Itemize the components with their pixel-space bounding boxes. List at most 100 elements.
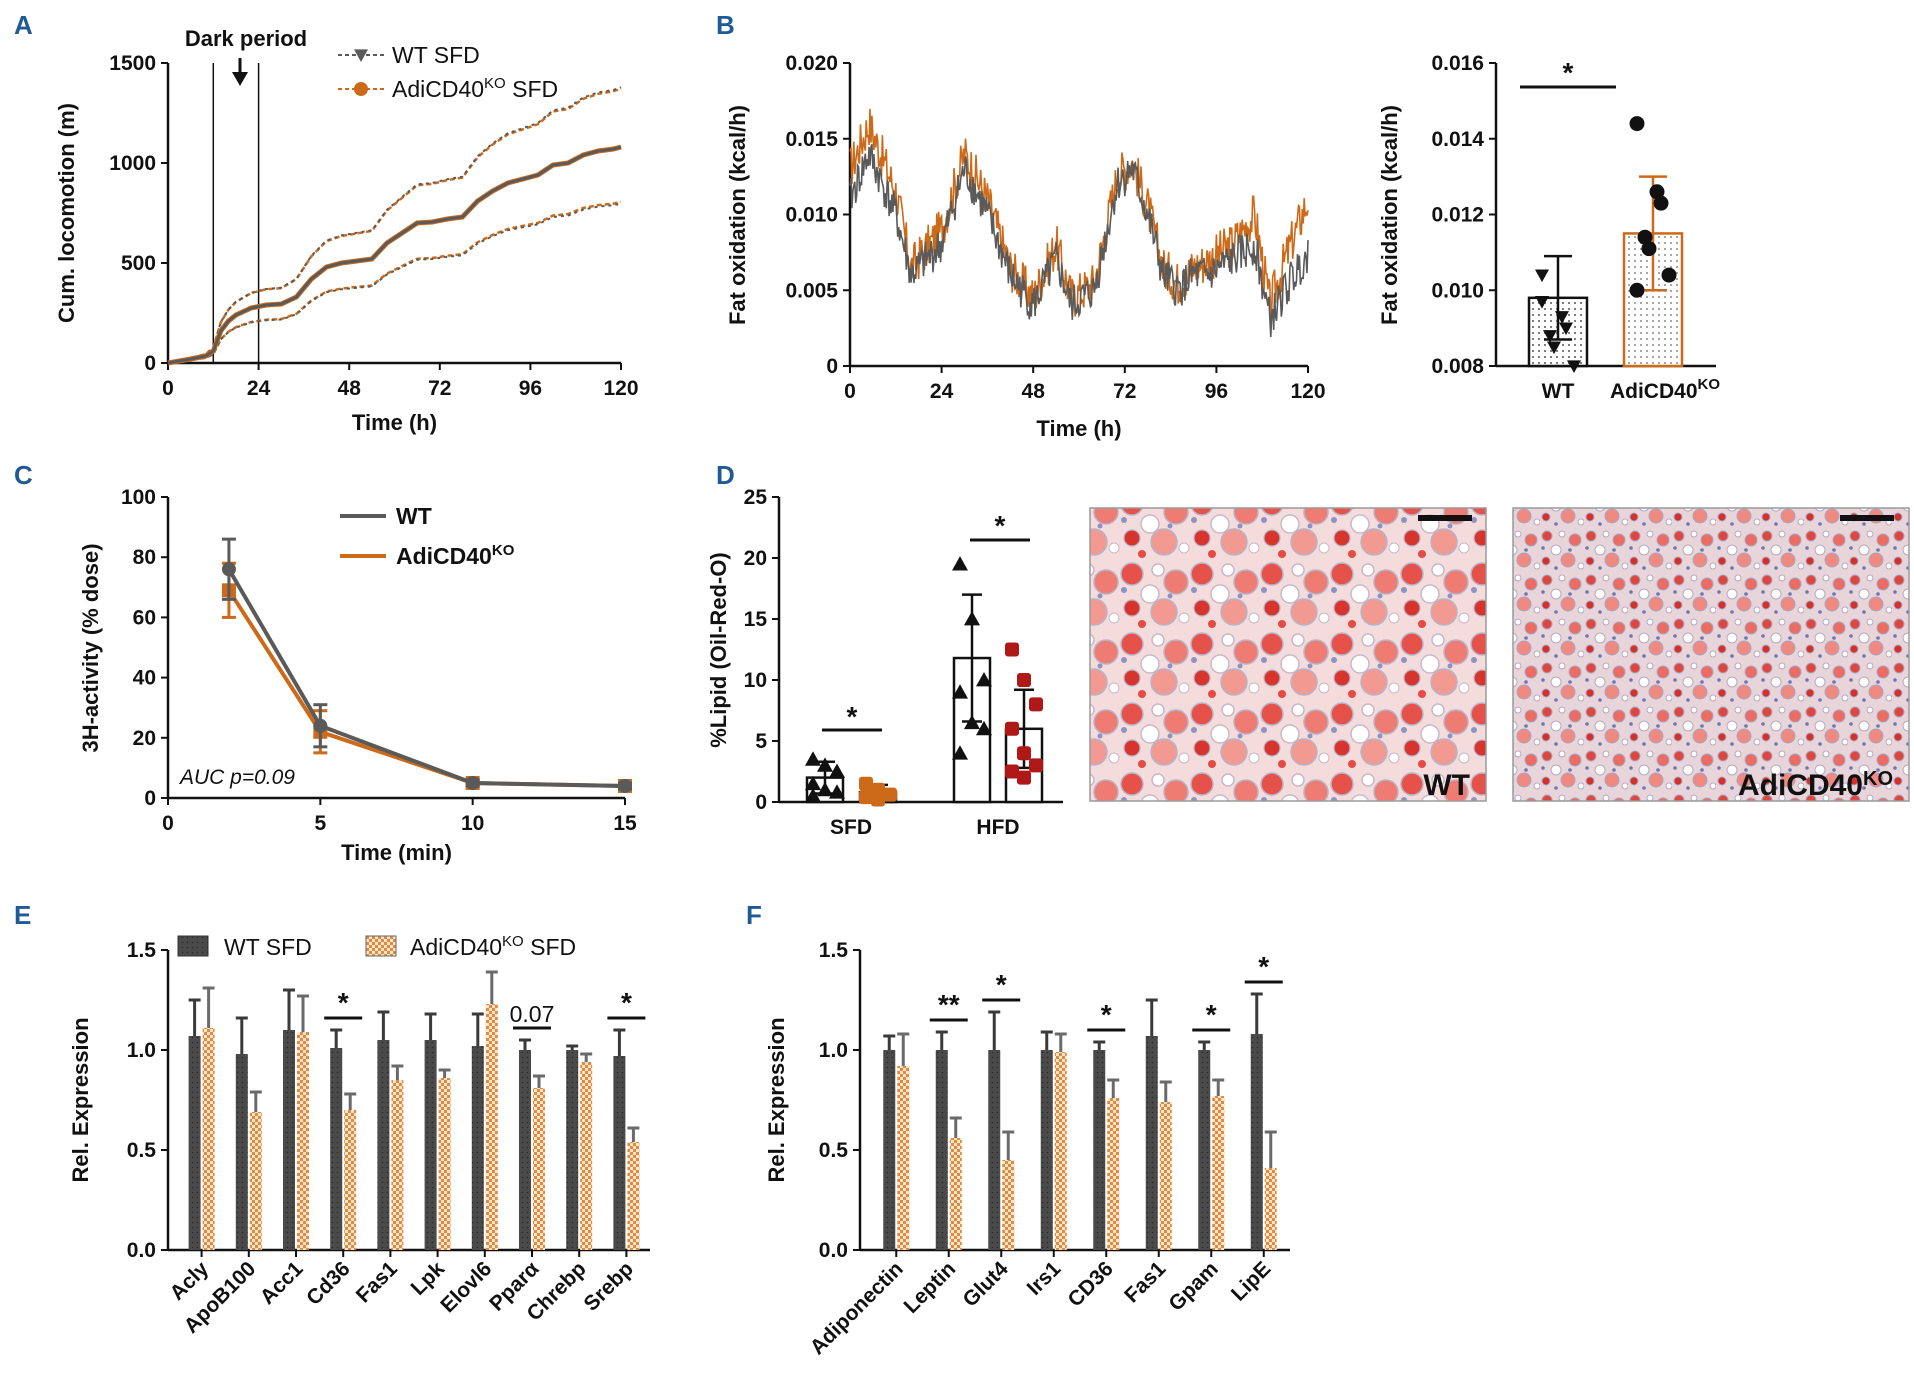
y-tick-label: 0.008 [1431,355,1484,378]
bar [1159,1102,1172,1250]
data-point [1649,184,1665,200]
legend-label-wt: WT SFD [392,42,480,68]
chart-b-fat-oxidation-bars: 0.008 0.010 0.012 0.014 0.016 Fat oxidation (… [1377,52,1720,403]
x-tick-label: 0 [162,377,174,400]
panel-label-b: B [716,10,735,40]
dark-period-annotation: Dark period [185,26,307,51]
y-axis-label: Rel. Expression [68,1017,93,1182]
x-tick-label: Leptin [899,1257,960,1318]
legend-label-ko: AdiCD40KO [396,542,515,569]
x-tick-label: 72 [1113,380,1136,403]
scale-bar [1418,515,1472,521]
x-tick-label: SFD [830,816,872,839]
data-point [313,718,328,733]
y-tick-label: 0.005 [785,279,838,302]
sem-upper-wt-line [167,86,622,364]
x-tick-label: Glut4 [959,1257,1013,1311]
micrograph-ko-label: AdiCD40KO [1738,768,1893,802]
data-point [976,720,992,736]
y-tick-label: 1500 [109,52,156,75]
data-point [1017,746,1031,761]
x-tick-label: CD36 [1064,1257,1118,1311]
y-tick-label: 80 [133,546,156,569]
x-axis-label: Time (min) [341,840,452,865]
bar [627,1142,640,1250]
x-tick-label: Srebp [580,1257,638,1315]
chart-c-3h-activity: 0 20 40 60 80 100 0 5 10 15 3H-activity (% dose) Ti… [78,486,637,865]
significance-label: 0.07 [510,1001,555,1027]
x-tick-label: Fas1 [1120,1257,1170,1307]
x-tick-label: LipE [1227,1257,1275,1305]
series-line-ko [167,144,622,366]
micrograph-wt: WT [1089,507,1487,802]
bar [613,1056,626,1250]
y-axis-label: Rel. Expression [764,1017,789,1182]
bar [1054,1052,1067,1250]
bar [202,1028,215,1250]
y-axis-label: Fat oxidation (kcal/h) [725,105,750,325]
y-tick-label: 500 [121,252,156,275]
bar [1212,1096,1225,1250]
data-point [1641,241,1657,257]
micrograph-ko: AdiCD40KO [1512,507,1910,802]
data-point [1017,770,1031,785]
data-point [805,775,821,791]
y-tick-label: 0.0 [127,1239,156,1262]
y-axis-label: 3H-activity (% dose) [78,543,103,752]
x-tick-label: 24 [930,380,954,403]
y-tick-label: 0.5 [127,1139,157,1162]
auc-annotation: AUC p=0.09 [178,766,295,789]
x-axis-label: Time (h) [1036,416,1121,441]
legend-marker-wt [354,49,368,62]
data-point [817,757,833,772]
chart-b-fat-oxidation-time: 0 0.005 0.010 0.015 0.020 0 24 48 72 96 120 Fat oxi… [725,52,1326,441]
data-point [952,745,968,760]
y-tick-label: 15 [744,608,768,631]
legend-swatch-wt [177,935,209,957]
y-tick-label: 25 [744,486,768,509]
x-tick-label: Gpam [1164,1257,1222,1315]
x-tick-label: 24 [247,377,271,400]
panel-label-c: C [14,460,33,490]
x-tick-label: HFD [976,816,1019,839]
data-point [1559,322,1573,336]
x-tick-label: 120 [603,377,638,400]
series-line [227,589,626,788]
data-point [1005,642,1019,657]
y-tick-label: 0.010 [785,204,838,227]
y-tick-label: 0.5 [819,1139,849,1162]
y-tick-label: 20 [133,727,156,750]
significance-label: * [995,510,1006,541]
data-point [1661,267,1677,283]
data-point [1029,758,1043,773]
data-point [883,787,897,802]
y-tick-label: 10 [744,669,767,692]
y-tick-label: 0.015 [785,128,838,151]
x-tick-label: Cd36 [302,1257,355,1310]
x-tick-label: 10 [461,812,484,835]
micrograph-wt-image [1089,507,1487,802]
x-tick-label: 48 [338,377,362,400]
sem-lower-ko-line [167,200,622,365]
significance-label: * [996,969,1007,1000]
bar [344,1110,357,1250]
panel-label-e: E [14,900,31,930]
bar [283,1030,295,1250]
sem-upper-ko-line [167,87,622,365]
bar [897,1066,910,1250]
significance-label: * [621,987,632,1018]
data-point [1535,269,1549,283]
bar [249,1112,262,1250]
y-tick-label: 0 [144,787,156,810]
bar [519,1050,531,1250]
data-point [964,611,980,626]
x-tick-label: Irs1 [1023,1257,1066,1300]
data-point [1029,697,1043,712]
x-tick-label: 48 [1022,380,1046,403]
bar [988,1050,1001,1250]
x-tick-label: 96 [519,377,542,400]
y-axis-label: %Lipid (Oil-Red-O) [706,552,731,748]
data-point [952,556,968,571]
significance-label: * [1563,57,1574,88]
bar [566,1050,579,1250]
